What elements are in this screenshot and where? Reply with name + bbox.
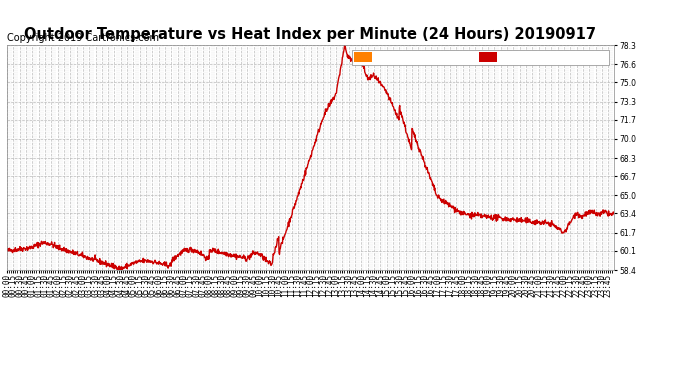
Text: Copyright 2019 Cartronics.com: Copyright 2019 Cartronics.com: [7, 33, 159, 43]
Legend: Heat Index  (°F), Temperature  (°F): Heat Index (°F), Temperature (°F): [352, 50, 609, 64]
Title: Outdoor Temperature vs Heat Index per Minute (24 Hours) 20190917: Outdoor Temperature vs Heat Index per Mi…: [25, 27, 596, 42]
